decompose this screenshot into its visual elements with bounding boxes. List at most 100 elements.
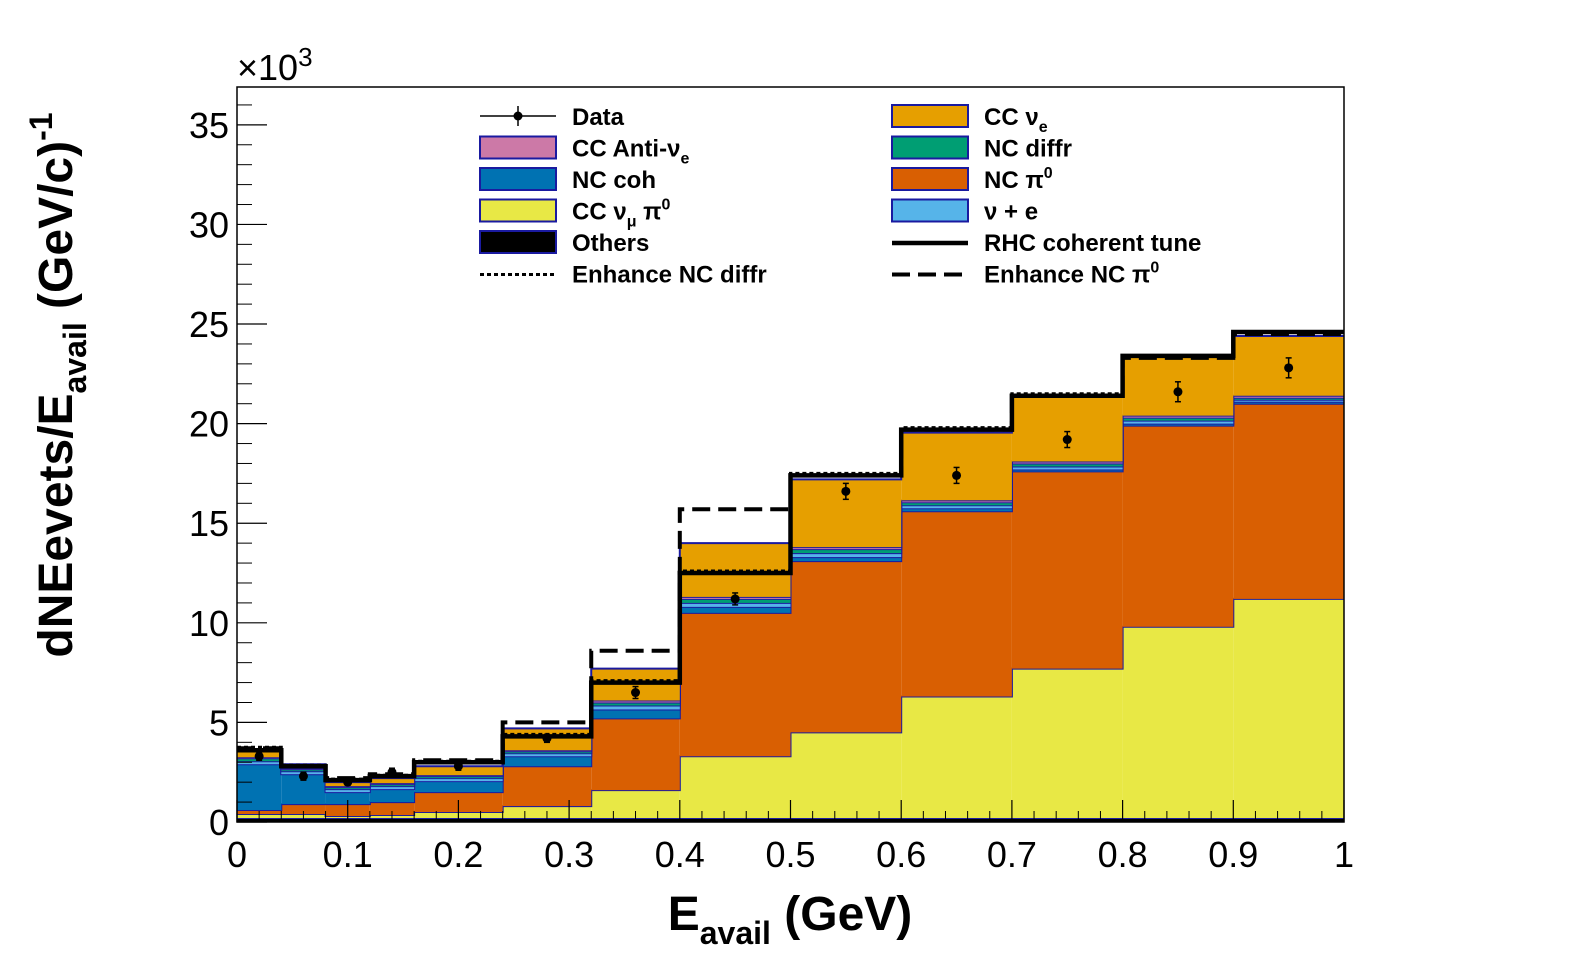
x-tick-label: 0.4 xyxy=(655,834,705,875)
y-tick-label: 5 xyxy=(209,702,229,743)
x-tick-label: 0 xyxy=(227,834,247,875)
data-marker xyxy=(841,486,851,496)
lines-layer xyxy=(237,329,1344,783)
bar-segment xyxy=(1011,818,1123,822)
y-tick-label: 25 xyxy=(189,304,229,345)
data-point xyxy=(1284,357,1294,379)
bar-segment xyxy=(591,709,680,719)
data-point xyxy=(254,751,264,762)
data-point xyxy=(631,685,641,700)
data-marker xyxy=(631,688,641,698)
y-tick-label: 20 xyxy=(189,404,229,445)
bar-segment xyxy=(790,553,902,558)
bar-segment xyxy=(1011,463,1123,467)
y-tick-label: 30 xyxy=(189,204,229,245)
bar-segment xyxy=(679,756,791,819)
bar-segment xyxy=(790,549,902,554)
bar-segment xyxy=(1122,420,1234,424)
legend-label: NC diffr xyxy=(984,136,1072,163)
x-tick-label: 0.7 xyxy=(987,834,1037,875)
legend-item: NC coh xyxy=(479,167,656,194)
bar-segment xyxy=(369,802,415,816)
bar-segment xyxy=(1122,626,1234,819)
data-marker xyxy=(298,771,308,781)
y-axis-title: dNEevets/Eavail (GeV/c)-1 xyxy=(23,112,93,657)
legend-swatch xyxy=(479,135,557,160)
axes-layer: 0 5 10 15 20 25 30 35 0 0.1 0.2 0.3 0.4 0.5 0.6 0.7 0.8 0… xyxy=(189,42,1354,875)
data-point xyxy=(1173,381,1183,403)
data-marker xyxy=(387,767,397,777)
legend-swatch xyxy=(479,198,557,223)
data-point xyxy=(730,592,740,606)
legend-label: Data xyxy=(572,104,625,131)
data-point xyxy=(952,466,962,485)
data-point xyxy=(453,761,463,771)
bar-segment xyxy=(790,818,902,822)
bar-segment xyxy=(237,761,282,765)
stack-nc-pi0 xyxy=(237,402,1344,817)
legend-swatch xyxy=(891,135,969,160)
legend-label: CC νμ π0 xyxy=(572,197,671,231)
data-marker xyxy=(542,733,552,743)
bar-segment xyxy=(369,786,415,790)
bar-segment xyxy=(901,511,1012,697)
data-point xyxy=(1062,430,1072,449)
line-enhance-nc-pi0 xyxy=(237,331,1344,781)
bar-segment xyxy=(502,766,592,807)
bar-segment xyxy=(1233,818,1344,822)
legend-swatch xyxy=(479,167,557,191)
bar-segment xyxy=(901,432,1012,501)
legend-label: CC Anti-νe xyxy=(572,136,689,168)
legend-label: RHC coherent tune xyxy=(984,230,1201,257)
data-marker xyxy=(254,751,264,761)
bar-segment xyxy=(1233,403,1344,599)
data-marker xyxy=(1173,387,1183,397)
data-marker xyxy=(453,761,463,771)
legend-swatch xyxy=(891,104,969,128)
y-tick-label: 35 xyxy=(189,105,229,146)
x-tick-label: 1 xyxy=(1334,834,1354,875)
bar-segment xyxy=(414,781,503,793)
bar-segment xyxy=(502,753,592,757)
bar-segment xyxy=(281,804,326,815)
y-scale-multiplier: ×103 xyxy=(237,42,313,88)
bar-segment xyxy=(790,557,902,562)
bar-segment xyxy=(790,732,902,819)
bar-segment xyxy=(1011,466,1123,470)
bar-segment xyxy=(237,764,282,811)
bar-segment xyxy=(591,702,680,706)
data-point xyxy=(298,771,308,781)
bar-segment xyxy=(679,606,791,613)
legend-label: CC νe xyxy=(984,104,1048,136)
bar-segment xyxy=(502,756,592,767)
bar-segment xyxy=(1233,598,1344,819)
y-tick-label: 0 xyxy=(209,802,229,843)
bar-segment xyxy=(591,705,680,710)
data-marker xyxy=(952,470,962,480)
bar-segment xyxy=(901,818,1012,822)
data-marker xyxy=(343,777,353,787)
bar-segment xyxy=(325,789,370,793)
legend-label: Others xyxy=(572,230,649,257)
legend-item: Enhance NC π0 xyxy=(892,260,1159,289)
bar-segment xyxy=(1011,471,1123,669)
bar-segment xyxy=(414,778,503,782)
legend-swatch xyxy=(891,198,969,223)
legend-item: RHC coherent tune xyxy=(892,230,1201,257)
x-tick-label: 0.6 xyxy=(876,834,926,875)
bar-segment xyxy=(679,818,791,822)
bar-segment xyxy=(1122,425,1234,627)
legend-item: Others xyxy=(479,230,649,257)
legend-swatch xyxy=(479,230,557,254)
legend-label: Enhance NC diffr xyxy=(572,262,767,289)
axis-titles: Eavail (GeV) dNEevets/Eavail (GeV/c)-1 xyxy=(23,112,912,951)
bar-segment xyxy=(369,778,415,784)
legend-item: ν + e xyxy=(891,198,1038,226)
data-point xyxy=(542,733,552,744)
x-tick-label: 0.2 xyxy=(433,834,483,875)
bar-segment xyxy=(1011,668,1123,819)
legend-item: CC νμ π0 xyxy=(479,197,671,231)
legend-item: CC νe xyxy=(891,104,1048,136)
